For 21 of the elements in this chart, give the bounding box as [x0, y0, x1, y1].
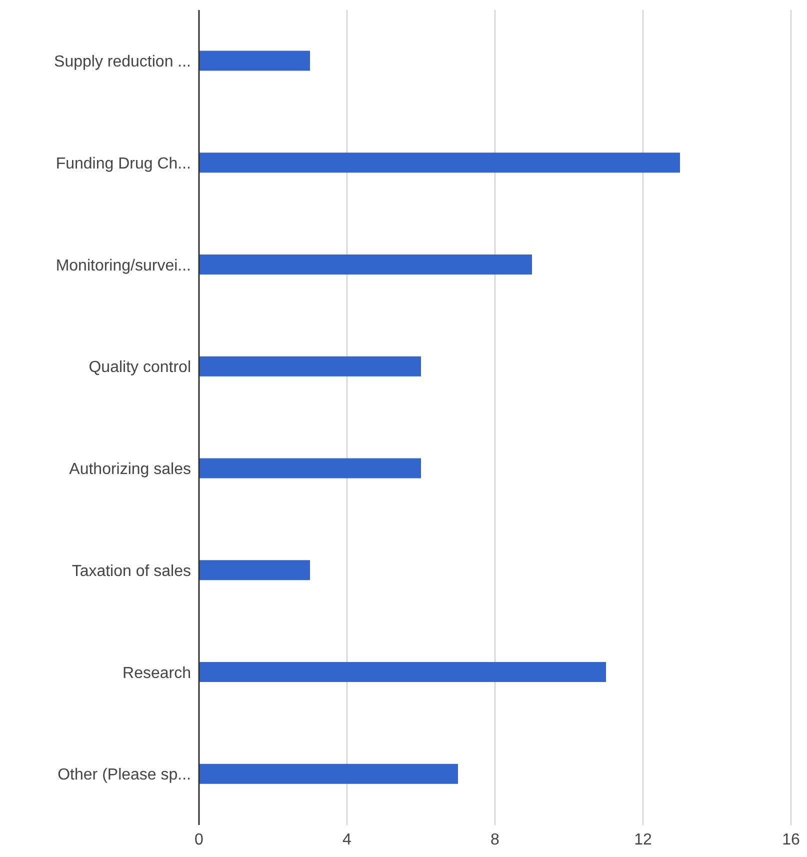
y-tick-label: Taxation of sales: [72, 562, 191, 580]
x-tick-label: 4: [342, 831, 352, 848]
x-tick-label: 16: [782, 831, 800, 848]
bar: [199, 254, 532, 274]
y-tick-label: Supply reduction ...: [54, 54, 191, 71]
x-tick-label: 8: [490, 831, 500, 848]
x-tick-label: 0: [194, 831, 204, 848]
bar: [199, 356, 421, 376]
y-tick-label: Quality control: [88, 359, 191, 376]
x-tick-label: 12: [634, 831, 652, 848]
y-tick-label: Authorizing sales: [69, 461, 191, 478]
y-tick-label: Monitoring/survei...: [56, 257, 191, 274]
y-tick-label: Funding Drug Ch...: [56, 155, 191, 172]
bar: [199, 50, 310, 71]
bar: [199, 152, 680, 173]
bar: [199, 458, 421, 478]
y-tick-label: Research: [122, 664, 191, 682]
bar: [199, 560, 310, 580]
y-tick-label: Other (Please sp...: [58, 766, 191, 784]
bar: [199, 662, 606, 682]
bar: [199, 764, 458, 784]
